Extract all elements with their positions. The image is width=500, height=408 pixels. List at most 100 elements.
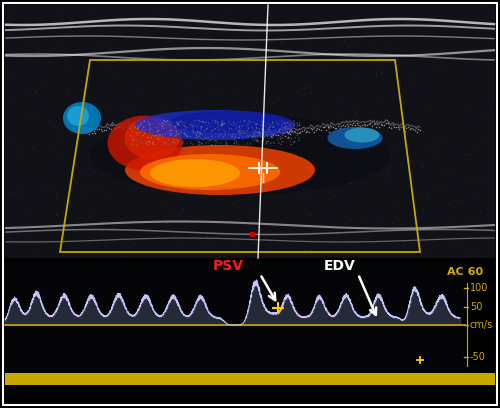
Point xyxy=(229,144,237,151)
Point xyxy=(150,124,158,130)
Point xyxy=(246,212,254,218)
Point xyxy=(168,139,176,145)
Point xyxy=(92,43,100,50)
Point xyxy=(265,126,273,132)
Point xyxy=(232,124,240,131)
Point xyxy=(476,43,484,49)
Point xyxy=(8,42,16,48)
Point xyxy=(457,93,465,100)
Point xyxy=(314,148,322,155)
Point xyxy=(38,144,46,151)
Point xyxy=(164,130,172,136)
Point xyxy=(352,240,360,246)
Point xyxy=(15,47,23,54)
Point xyxy=(238,127,246,134)
Point xyxy=(134,180,142,186)
Point xyxy=(384,208,392,215)
Point xyxy=(347,55,355,61)
Point xyxy=(147,114,155,121)
Point xyxy=(25,53,33,60)
Point xyxy=(254,7,262,13)
Point xyxy=(241,128,249,134)
Point xyxy=(179,81,187,87)
Point xyxy=(38,68,46,75)
Point xyxy=(238,247,246,253)
Point xyxy=(206,164,214,171)
Point xyxy=(366,44,374,50)
Point xyxy=(82,29,90,36)
Point xyxy=(102,49,110,55)
Point xyxy=(226,149,234,155)
Point xyxy=(398,192,406,198)
Point xyxy=(363,222,371,228)
Point xyxy=(12,169,20,175)
Point xyxy=(474,155,482,162)
Point xyxy=(76,202,84,208)
Point xyxy=(254,138,262,144)
Point xyxy=(120,69,128,75)
Point xyxy=(309,217,317,224)
Point xyxy=(186,209,194,215)
Point xyxy=(156,231,164,237)
Point xyxy=(252,112,260,118)
Point xyxy=(372,13,380,20)
Point xyxy=(91,18,99,24)
Point xyxy=(232,65,240,72)
Point xyxy=(271,85,279,91)
Point xyxy=(292,22,300,29)
Point xyxy=(394,52,402,58)
Point xyxy=(62,142,70,149)
Point xyxy=(202,80,209,87)
Point xyxy=(189,139,197,146)
Point xyxy=(148,143,156,149)
Point xyxy=(239,89,247,95)
Point xyxy=(412,168,420,174)
Point xyxy=(290,78,298,85)
Point xyxy=(461,73,469,79)
Point xyxy=(260,101,268,107)
Point xyxy=(369,208,377,215)
Point xyxy=(300,86,308,92)
Point xyxy=(478,187,486,194)
Point xyxy=(17,63,25,69)
Point xyxy=(138,139,146,146)
Point xyxy=(186,24,194,30)
Point xyxy=(265,135,273,142)
Point xyxy=(52,216,60,223)
Point xyxy=(131,153,139,160)
Point xyxy=(364,101,372,108)
Point xyxy=(407,229,415,235)
Point xyxy=(332,155,340,162)
Point xyxy=(308,101,316,108)
Point xyxy=(63,198,71,204)
Point xyxy=(92,188,100,195)
Point xyxy=(216,252,224,259)
Point xyxy=(20,28,28,35)
Point xyxy=(417,75,425,82)
Point xyxy=(478,38,486,45)
Point xyxy=(164,220,172,226)
Point xyxy=(263,126,271,133)
Point xyxy=(461,194,469,200)
Point xyxy=(368,48,376,54)
Point xyxy=(146,46,154,53)
Point xyxy=(251,102,259,108)
Point xyxy=(8,160,16,167)
Point xyxy=(337,116,345,123)
Point xyxy=(251,32,259,38)
Point xyxy=(14,12,22,18)
Point xyxy=(56,6,64,13)
Point xyxy=(63,164,71,171)
Point xyxy=(156,190,164,196)
Point xyxy=(128,188,136,194)
Point xyxy=(378,100,386,106)
Point xyxy=(154,128,162,134)
Point xyxy=(403,140,411,147)
Point xyxy=(395,109,403,115)
Point xyxy=(117,122,125,129)
Point xyxy=(4,92,12,99)
Point xyxy=(367,169,375,175)
Point xyxy=(292,129,300,135)
Point xyxy=(317,111,325,118)
Point xyxy=(149,128,157,134)
